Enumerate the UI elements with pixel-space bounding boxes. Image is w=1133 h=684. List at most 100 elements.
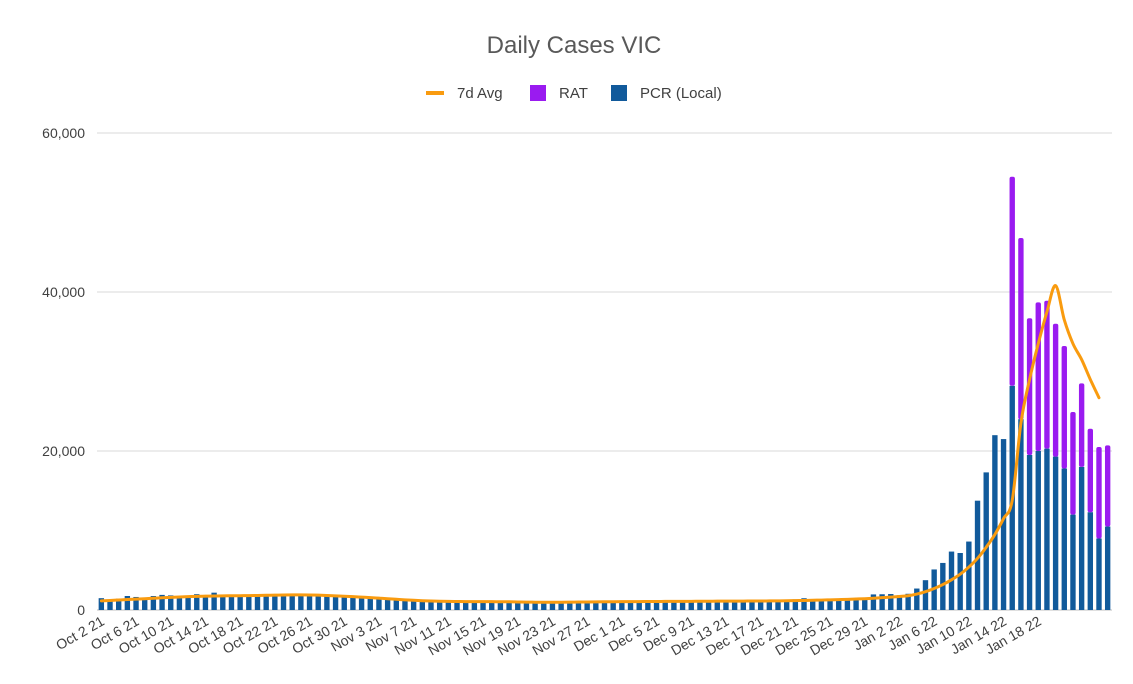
bar-pcr [159, 594, 165, 610]
bar-pcr [740, 601, 746, 610]
bar-pcr [506, 601, 512, 610]
bar-pcr [575, 602, 582, 610]
bar-pcr [584, 601, 590, 610]
bar-pcr [541, 602, 547, 610]
bar-pcr [662, 601, 668, 610]
bar-pcr [922, 580, 929, 610]
bar-pcr [393, 598, 399, 610]
bar-pcr [480, 601, 486, 610]
bar-rat [1070, 412, 1076, 515]
bar-pcr [679, 601, 686, 610]
bar-pcr [974, 500, 981, 610]
legend-label-rat: RAT [559, 85, 588, 102]
bar-pcr [749, 600, 755, 610]
bar-pcr [341, 596, 347, 610]
bar-pcr [523, 602, 530, 610]
bar-pcr [410, 600, 417, 610]
bar-pcr [254, 594, 261, 610]
bar-pcr [619, 601, 625, 610]
bar-pcr [567, 601, 573, 610]
bar-pcr [671, 601, 677, 610]
bar-pcr [142, 598, 148, 610]
bar-pcr [289, 594, 295, 610]
bar-rat [1087, 428, 1094, 513]
bar-pcr [298, 594, 304, 610]
y-tick-label: 40,000 [42, 284, 85, 300]
bar-pcr [688, 601, 694, 610]
bar-pcr [983, 472, 989, 610]
bar-pcr [150, 596, 157, 610]
bar-pcr [627, 601, 634, 610]
bar-pcr [827, 599, 833, 610]
bar-pcr [332, 596, 339, 610]
bar-pcr [115, 598, 122, 610]
bar-pcr [1044, 448, 1050, 610]
bar-pcr [168, 595, 174, 610]
bars [98, 176, 1111, 610]
legend-item-pcr: PCR (Local) [611, 85, 722, 102]
bar-pcr [1087, 512, 1094, 610]
bar-pcr [324, 595, 330, 610]
bar-pcr [723, 601, 729, 610]
bar-pcr [549, 603, 556, 610]
bar-pcr [792, 599, 799, 610]
bar-pcr [358, 597, 365, 610]
bar-pcr [315, 594, 321, 610]
bar-pcr [246, 594, 252, 610]
bar-pcr [463, 601, 469, 610]
bar-pcr [992, 435, 998, 610]
bar-pcr [194, 594, 200, 610]
legend-label-pcr: PCR (Local) [640, 85, 722, 102]
bar-pcr [853, 599, 859, 610]
bar-pcr [237, 595, 243, 610]
legend: 7d Avg RAT PCR (Local) [426, 85, 722, 102]
bar-pcr [445, 601, 452, 610]
bar-pcr [653, 601, 660, 610]
bar-pcr [436, 601, 443, 610]
bar-pcr [558, 602, 564, 610]
bar-pcr [731, 600, 738, 610]
bar-pcr [1026, 454, 1033, 610]
bar-pcr [497, 601, 504, 610]
bar-pcr [757, 601, 764, 610]
bar-pcr [705, 600, 712, 610]
bar-pcr [966, 541, 972, 610]
legend-item-7d-avg: 7d Avg [426, 85, 503, 102]
gridlines [97, 132, 1112, 611]
bar-pcr [870, 594, 877, 610]
bar-pcr [879, 594, 885, 610]
bar-pcr [801, 598, 807, 610]
bar-pcr [176, 596, 183, 610]
bar-pcr [98, 598, 105, 610]
bar-pcr [1000, 439, 1007, 610]
bar-pcr [844, 599, 851, 610]
bar-pcr [645, 601, 651, 610]
bar-pcr [306, 594, 313, 610]
bar-pcr [428, 601, 434, 610]
bar-pcr [350, 596, 356, 610]
bar-rat [1044, 300, 1050, 449]
bar-rat [1078, 383, 1085, 467]
bar-pcr [211, 592, 217, 610]
bar-pcr [532, 602, 538, 610]
bar-pcr [489, 601, 495, 610]
bar-pcr [1035, 451, 1041, 610]
bar-rat [1035, 302, 1041, 451]
legend-swatch-pcr [611, 85, 627, 101]
legend-label-7d-avg: 7d Avg [457, 85, 503, 102]
bar-pcr [367, 597, 373, 610]
bar-pcr [202, 595, 209, 610]
bar-pcr [1070, 514, 1076, 610]
bar-pcr [896, 595, 903, 610]
bar-pcr [376, 597, 382, 610]
bar-pcr [124, 596, 131, 610]
bar-pcr [402, 600, 408, 610]
bar-pcr [783, 600, 790, 610]
bar-pcr [419, 601, 426, 610]
bar-pcr [220, 594, 226, 610]
bar-pcr [107, 600, 113, 610]
bar-pcr [905, 593, 911, 610]
bar-pcr [515, 602, 521, 610]
